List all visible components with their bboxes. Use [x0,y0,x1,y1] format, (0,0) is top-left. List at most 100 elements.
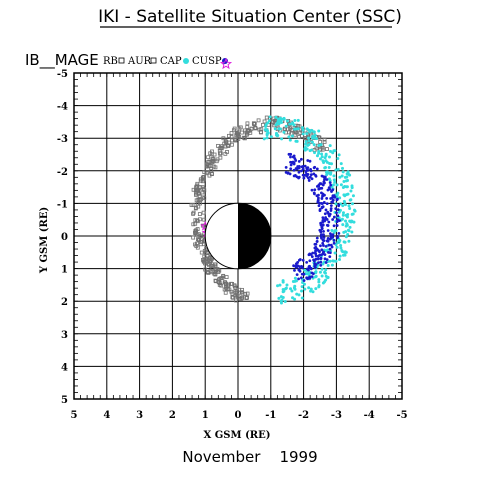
cusp-point [336,218,339,221]
cusp-point [326,239,329,243]
x-tick-label: 4 [103,410,110,421]
aur-point [318,140,323,144]
cusp-point [317,261,320,265]
cap-point [304,140,308,144]
aur-point [208,269,213,274]
aur-point [212,270,217,275]
cusp-point [324,244,328,248]
cusp-point [315,239,319,243]
cusp-point [319,263,323,267]
cusp-point [325,258,329,261]
cusp-point [296,261,300,264]
aur-point [237,290,242,295]
cusp-point [297,176,300,180]
cusp-point [300,169,303,173]
cap-point [295,292,299,296]
aur-point [234,131,239,136]
cusp-point [326,229,330,232]
cap-point [320,274,324,278]
cap-point [314,287,318,291]
cap-point [343,203,347,207]
y-tick-label: 4 [61,362,68,373]
aur-point [191,203,196,207]
cusp-point [335,220,339,224]
cap-point [268,115,272,119]
cusp-point [328,255,332,259]
cap-point [265,132,269,136]
cusp-point [306,276,310,280]
legend-label: CAP [160,56,182,67]
cap-point [293,119,297,123]
aur-point [232,283,237,288]
cusp-point [331,198,335,202]
cusp-point [308,175,312,179]
aur-point [229,142,234,147]
cusp-point [325,178,329,181]
cap-point [305,132,309,136]
cusp-point [308,264,311,268]
cap-point [344,219,348,223]
cusp-point [289,160,292,164]
cap-point [293,279,297,283]
x-tick-label: -1 [265,410,276,421]
cap-point [331,151,335,155]
cap-point [335,183,339,187]
cap-point [285,119,289,123]
cap-point [312,143,316,147]
aur-point [245,121,250,126]
cusp-point [332,238,336,242]
cusp-point [337,203,341,207]
cusp-point [330,196,334,200]
cusp-point [327,243,331,247]
cusp-point [291,160,295,164]
cusp-point [299,276,303,280]
cap-point [343,194,347,198]
cusp-point [318,253,322,257]
cusp-point [320,202,324,206]
aur-point [241,135,246,140]
cap-point [308,270,312,274]
aur-point [204,171,209,176]
aur-point [325,147,329,151]
cap-point [326,264,330,268]
cap-point [345,215,349,219]
aur-point [240,287,244,292]
cap-point [300,285,304,289]
aur-point [213,278,218,283]
cusp-point [297,159,301,163]
aur-point [232,126,237,131]
cap-point [345,222,349,226]
cap-point [310,140,314,144]
y-axis-ticks: -5 -4 -3 -2 -1 0 1 2 3 4 5 [57,69,68,406]
cusp-point [310,188,314,192]
page-title: IKI - Satellite Situation Center (SSC) [98,7,402,27]
cap-point [280,137,284,141]
aur-point [259,127,264,131]
cusp-point [284,165,288,169]
cap-point [346,192,350,196]
aur-point [209,171,214,176]
cap-point [350,212,354,216]
cusp-point [297,268,301,272]
aur-point [226,284,231,289]
cap-point [320,155,324,159]
cap-point [342,180,346,184]
cusp-point [305,267,309,271]
cusp-point [325,202,329,206]
cap-point [339,162,343,166]
cap-point [333,149,337,153]
cusp-point [308,259,312,263]
cap-point [318,157,322,161]
cusp-point [332,241,336,245]
cap-point [265,136,269,140]
cap-point [342,230,346,234]
cusp-point [323,175,327,179]
cap-point [351,194,355,198]
cap-point [291,121,295,125]
cap-point [300,126,304,130]
cusp-point [289,155,292,159]
satellite-name: IB__MAGE [25,51,99,70]
cusp-point [321,241,325,245]
cap-point [329,171,333,175]
aur-point [230,295,235,300]
